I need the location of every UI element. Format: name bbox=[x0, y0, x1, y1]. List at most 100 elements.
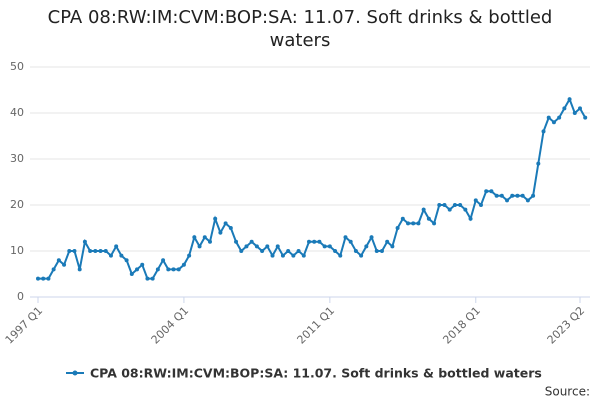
point bbox=[567, 97, 572, 102]
point bbox=[442, 203, 447, 207]
y-tick-label: 10 bbox=[10, 244, 24, 257]
point bbox=[161, 258, 166, 263]
point bbox=[583, 115, 588, 120]
point bbox=[385, 239, 390, 244]
x-tick-label: 1997 Q1 bbox=[3, 304, 46, 347]
point bbox=[525, 198, 530, 203]
point bbox=[489, 189, 494, 194]
point bbox=[411, 221, 416, 226]
point bbox=[562, 106, 567, 111]
point bbox=[536, 161, 541, 166]
point bbox=[353, 249, 358, 253]
point bbox=[473, 198, 478, 203]
point bbox=[494, 193, 499, 198]
point bbox=[244, 244, 249, 249]
point bbox=[108, 253, 113, 258]
point bbox=[56, 258, 61, 263]
point bbox=[93, 249, 98, 253]
point bbox=[432, 221, 437, 226]
point bbox=[406, 221, 411, 226]
point bbox=[176, 267, 181, 272]
point bbox=[327, 244, 332, 249]
point bbox=[400, 216, 405, 221]
point bbox=[520, 193, 525, 198]
point bbox=[499, 193, 504, 198]
point bbox=[572, 111, 577, 115]
point bbox=[150, 276, 155, 281]
point bbox=[234, 239, 239, 244]
point bbox=[77, 267, 82, 272]
source: Source: bbox=[545, 385, 590, 399]
point bbox=[140, 262, 145, 267]
point bbox=[239, 249, 244, 253]
point bbox=[41, 276, 46, 281]
point bbox=[171, 267, 176, 272]
point bbox=[468, 216, 473, 221]
point bbox=[390, 244, 395, 249]
point bbox=[437, 203, 442, 207]
x-tick-label: 2023 Q2 bbox=[545, 304, 588, 347]
point bbox=[213, 216, 218, 221]
point bbox=[223, 221, 228, 226]
legend-label[interactable]: CPA 08:RW:IM:CVM:BOP:SA: 11.07. Soft dri… bbox=[90, 366, 542, 381]
y-tick-label: 30 bbox=[10, 152, 24, 165]
point bbox=[557, 115, 562, 120]
point bbox=[541, 129, 546, 134]
series-line bbox=[38, 96, 587, 280]
point bbox=[286, 249, 291, 253]
point bbox=[478, 203, 483, 207]
point bbox=[348, 239, 353, 244]
point bbox=[280, 253, 285, 258]
point bbox=[484, 189, 489, 194]
point bbox=[166, 267, 171, 272]
point bbox=[51, 267, 56, 272]
point bbox=[307, 239, 311, 244]
point bbox=[395, 226, 400, 230]
point bbox=[197, 244, 202, 249]
point bbox=[82, 239, 87, 244]
point bbox=[98, 249, 103, 253]
y-tick-label: 20 bbox=[10, 198, 24, 211]
x-tick-label: 2011 Q1 bbox=[295, 304, 338, 347]
y-tick-label: 50 bbox=[10, 60, 24, 73]
point bbox=[36, 276, 40, 281]
point bbox=[207, 239, 212, 244]
x-tick-label: 2004 Q1 bbox=[149, 304, 192, 347]
point bbox=[312, 239, 317, 244]
point bbox=[379, 249, 384, 253]
point bbox=[265, 244, 270, 249]
point bbox=[275, 244, 280, 249]
point bbox=[119, 253, 124, 258]
legend-marker bbox=[72, 370, 78, 376]
point bbox=[421, 207, 426, 212]
point bbox=[452, 203, 457, 207]
point bbox=[578, 106, 582, 111]
point bbox=[333, 249, 338, 253]
chart-title: CPA 08:RW:IM:CVM:BOP:SA: 11.07. Soft dri… bbox=[47, 7, 553, 51]
point bbox=[369, 235, 374, 240]
point bbox=[359, 253, 364, 258]
point bbox=[46, 276, 51, 281]
point bbox=[322, 244, 327, 249]
point bbox=[114, 244, 119, 249]
point bbox=[228, 226, 233, 230]
point bbox=[88, 249, 93, 253]
point bbox=[129, 272, 134, 276]
point bbox=[155, 267, 160, 272]
point bbox=[364, 244, 369, 249]
point bbox=[103, 249, 108, 253]
point bbox=[447, 207, 452, 212]
point bbox=[254, 244, 259, 249]
point bbox=[192, 235, 197, 240]
y-tick-label: 40 bbox=[10, 106, 24, 119]
point bbox=[202, 235, 207, 240]
point bbox=[296, 249, 301, 253]
point bbox=[458, 203, 463, 207]
point bbox=[249, 239, 254, 244]
point bbox=[338, 253, 343, 258]
point bbox=[546, 115, 551, 120]
point bbox=[551, 120, 556, 125]
point bbox=[463, 207, 468, 212]
